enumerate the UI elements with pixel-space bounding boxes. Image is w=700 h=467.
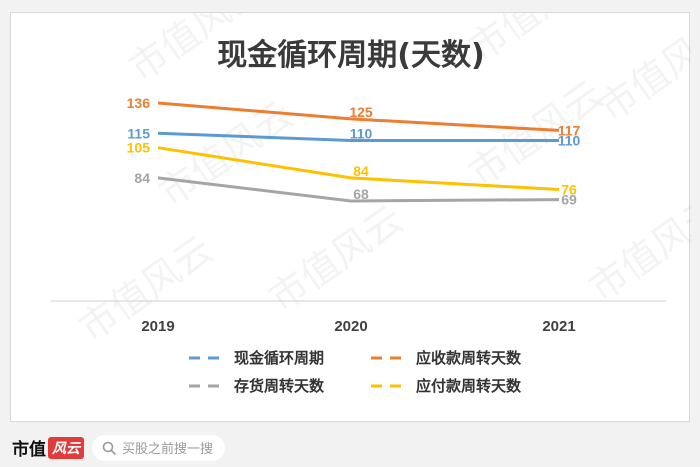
data-label: 136 [127,95,151,111]
brand-badge: 风云 [48,436,84,459]
data-label: 117 [558,122,581,138]
legend-label: 应收款周转天数 [416,349,522,367]
series-line [157,176,560,203]
legend-label: 存货周转天数 [234,377,325,395]
search-icon [102,441,116,455]
chart-title: 现金循环周期(天数) [217,38,484,73]
series-line [157,101,560,132]
data-label: 84 [353,163,369,179]
series-line [157,146,560,191]
data-label: 69 [561,192,577,208]
x-tick-label: 2019 [141,318,174,335]
brand-name: 市值 [12,440,46,460]
x-tick-label: 2020 [334,318,367,335]
search-placeholder: 买股之前搜一搜 [122,442,214,457]
search-input[interactable]: 买股之前搜一搜 [92,434,226,461]
brand-logo[interactable]: 市值 风云 [12,435,84,460]
line-chart: 市值风云市值风云市值风云市值风云市值风云市值风云市值风云市值风云 现金循环周期(… [51,13,691,395]
legend-label: 应付款周转天数 [416,377,522,395]
data-label: 110 [558,132,581,148]
x-tick-label: 2021 [542,318,575,335]
series-lines [157,101,560,203]
chart-card: 市值风云市值风云市值风云市值风云市值风云市值风云市值风云市值风云 现金循环周期(… [10,12,691,422]
data-label: 84 [134,170,150,186]
data-labels: 115 110 110 136 125 117 84 68 69 105 84 76 [127,95,581,208]
data-label: 68 [353,186,369,202]
data-label: 110 [350,125,373,141]
data-label: 115 [127,125,150,141]
data-label: 76 [561,181,577,197]
x-axis-ticks: 2019 2020 2021 [141,318,575,335]
data-label: 105 [127,140,151,156]
footer-bar: 市值 风云 买股之前搜一搜 [0,428,700,467]
data-label: 125 [349,104,373,120]
series-line [157,131,559,142]
legend-label: 现金循环周期 [234,349,324,367]
